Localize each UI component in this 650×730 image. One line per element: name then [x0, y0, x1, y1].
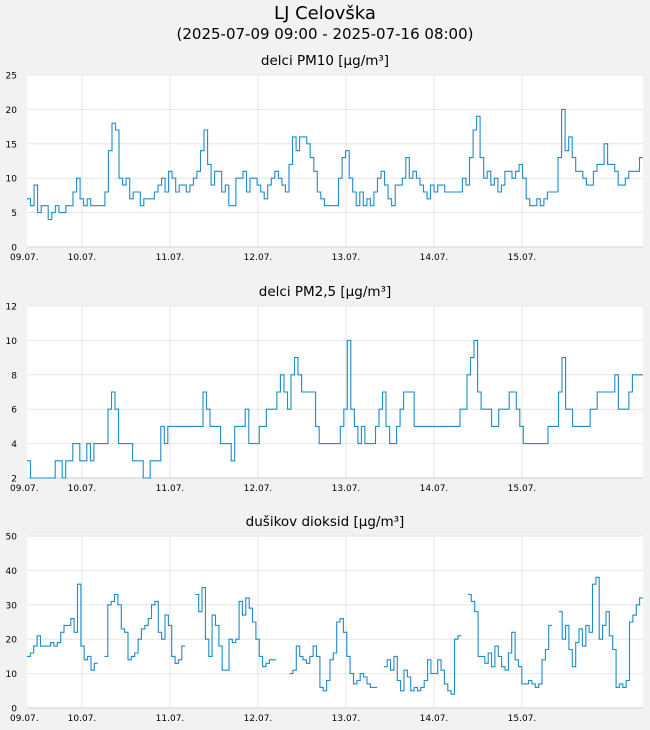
series-line-1 — [27, 339, 643, 479]
y-tick-label: 4 — [11, 440, 17, 450]
y-tick-label: 30 — [6, 601, 18, 611]
y-tick-label: 10 — [6, 337, 18, 347]
y-tick-label: 20 — [6, 106, 18, 116]
chart-panel-1: delci PM10 [µg/m³] 0 5 10 15 20 25 09.07. 10.07.… — [6, 53, 643, 263]
x-tick-label: 11.07. — [156, 714, 185, 724]
x-tick-label: 15.07. — [508, 484, 537, 494]
series-line-1 — [27, 576, 643, 695]
y-tick-label: 5 — [11, 209, 17, 219]
y-tick-label: 40 — [6, 567, 18, 577]
chart-title: delci PM10 [µg/m³] — [261, 53, 389, 69]
x-tick-label: 09.07. — [10, 714, 39, 724]
x-tick-label: 14.07. — [420, 253, 449, 263]
chart-panel-2: delci PM2,5 [µg/m³] 2 4 6 8 10 12 09.07. 10.07. 1… — [6, 284, 643, 494]
x-tick-label: 15.07. — [508, 714, 537, 724]
x-tick-label: 13.07. — [332, 714, 361, 724]
x-tick-label: 11.07. — [156, 484, 185, 494]
y-tick-label: 2 — [11, 475, 17, 485]
x-tick-label: 14.07. — [420, 484, 449, 494]
y-tick-label: 10 — [6, 175, 18, 185]
x-tick-label: 13.07. — [332, 253, 361, 263]
chart-title: delci PM2,5 [µg/m³] — [259, 284, 391, 300]
y-tick-label: 10 — [6, 670, 18, 680]
x-tick-label: 12.07. — [244, 714, 273, 724]
x-tick-label: 09.07. — [10, 253, 39, 263]
plot-area — [27, 75, 643, 247]
y-tick-label: 8 — [11, 371, 17, 381]
x-tick-label: 09.07. — [10, 484, 39, 494]
series-line-1 — [27, 108, 643, 221]
x-tick-label: 10.07. — [68, 484, 97, 494]
plot-area — [27, 306, 643, 478]
x-tick-label: 10.07. — [68, 714, 97, 724]
chart-panel-3: dušikov dioksid [µg/m³] 0 10 20 30 40 50 09.07.… — [6, 514, 643, 724]
x-tick-label: 15.07. — [508, 253, 537, 263]
x-tick-label: 12.07. — [244, 253, 273, 263]
page-title: LJ Celovška — [274, 3, 376, 24]
y-tick-label: 6 — [11, 406, 17, 416]
y-tick-label: 50 — [6, 533, 18, 543]
y-tick-label: 25 — [6, 72, 17, 82]
y-tick-label: 0 — [11, 705, 17, 715]
chart-title: dušikov dioksid [µg/m³] — [246, 514, 405, 530]
y-tick-label: 12 — [6, 303, 17, 313]
y-tick-label: 15 — [6, 140, 17, 150]
y-tick-label: 20 — [6, 636, 18, 646]
x-tick-label: 10.07. — [68, 253, 97, 263]
x-tick-label: 12.07. — [244, 484, 273, 494]
y-tick-label: 0 — [11, 244, 17, 254]
plot-area — [27, 536, 643, 708]
page-subtitle: (2025-07-09 09:00 - 2025-07-16 08:00) — [176, 25, 474, 43]
x-tick-label: 13.07. — [332, 484, 361, 494]
x-tick-label: 11.07. — [156, 253, 185, 263]
x-tick-label: 14.07. — [420, 714, 449, 724]
